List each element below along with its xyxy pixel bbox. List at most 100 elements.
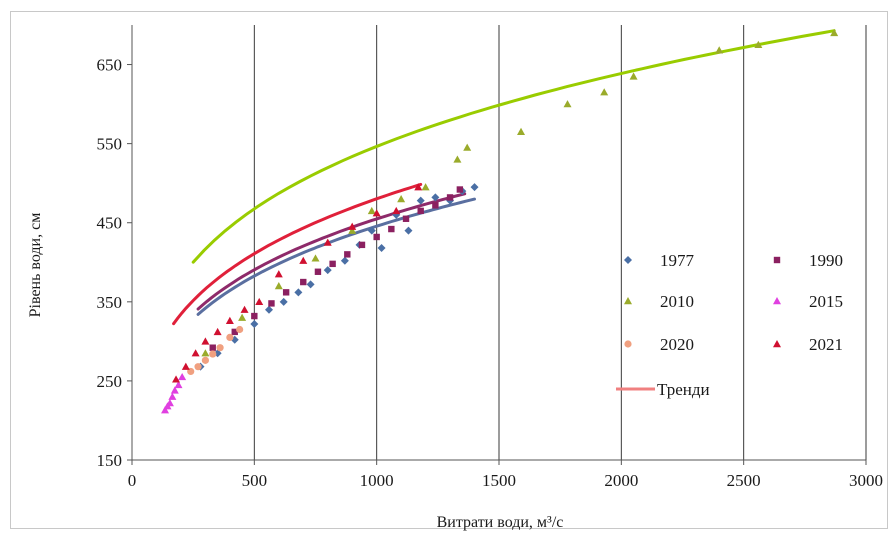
grid-lines: [253, 25, 867, 460]
data-point-1990: [329, 260, 336, 268]
data-point-1990: [432, 202, 439, 209]
data-point-2010: [715, 46, 724, 54]
x-axis-label: Витрати води, м³/с: [437, 514, 564, 531]
data-point-2010: [421, 183, 430, 191]
trend-lines: [172, 29, 836, 326]
y-tick-label: 450: [97, 214, 123, 233]
data-point-2020: [194, 363, 202, 371]
data-point-2021: [201, 337, 210, 345]
y-tick-label: 350: [97, 293, 123, 312]
data-point-2010: [629, 72, 638, 80]
x-tick-label: 2500: [727, 471, 761, 490]
data-point-2021: [392, 206, 401, 215]
data-point-1977: [367, 226, 376, 235]
data-point-1990: [358, 241, 366, 249]
data-point-2010: [367, 206, 376, 215]
data-point-2010: [201, 349, 210, 357]
data-point-1977: [431, 193, 440, 202]
data-point-1990: [402, 215, 410, 222]
data-point-2015: [165, 399, 174, 407]
y-tick-label: 150: [97, 451, 123, 470]
data-point-2020: [216, 344, 224, 352]
legend-marker-2015: [773, 297, 781, 305]
data-point-2010: [517, 127, 526, 135]
data-point-1990: [209, 344, 216, 351]
data-point-1977: [265, 305, 274, 314]
data-point-1977: [306, 280, 315, 289]
data-point-1990: [373, 233, 380, 241]
data-point-1977: [377, 244, 386, 253]
data-point-1977: [279, 297, 288, 306]
data-point-1977: [294, 288, 303, 297]
data-point-2021: [172, 375, 181, 383]
data-point-2010: [463, 143, 472, 151]
data-point-2010: [830, 28, 839, 37]
trend-line-2010: [191, 29, 836, 264]
y-tick-label: 550: [97, 135, 123, 154]
data-point-2020: [226, 333, 234, 342]
legend-label-2015: 2015: [809, 292, 843, 311]
data-point-2010: [274, 282, 283, 290]
data-point-2015: [170, 386, 179, 394]
legend: 1977 1990 2010 2015 2020 2021 Тренди: [616, 251, 843, 399]
data-point-2021: [191, 349, 200, 357]
data-point-1990: [251, 312, 258, 320]
data-point-1990: [456, 186, 464, 193]
y-tick-label: 250: [97, 372, 123, 391]
data-point-2020: [236, 325, 244, 334]
data-point-1977: [470, 183, 479, 192]
data-point-2010: [238, 313, 247, 321]
data-point-2010: [348, 226, 357, 234]
y-tick-label: 650: [97, 56, 123, 75]
data-point-2015: [168, 392, 177, 400]
data-point-2021: [181, 362, 190, 370]
data-point-2010: [453, 155, 462, 163]
y-axis-label: Рівень води, см: [27, 213, 44, 318]
legend-marker-2021: [773, 340, 781, 348]
data-point-1977: [416, 196, 425, 205]
data-point-2021: [240, 305, 249, 313]
data-point-2021: [274, 270, 283, 278]
data-point-2021: [213, 327, 222, 336]
data-point-2021: [414, 183, 423, 191]
legend-marker-2020: [624, 340, 632, 348]
trend-line-1990: [196, 192, 467, 311]
axes: 0 500 1000 1500 2000 2500 3000 150 250 350 450 550 6…: [97, 25, 883, 490]
data-point-1977: [250, 319, 259, 328]
legend-marker-1977: [624, 256, 632, 264]
data-point-2010: [397, 195, 406, 203]
data-point-1990: [268, 300, 275, 307]
data-points: [161, 28, 839, 414]
data-point-1990: [446, 194, 454, 201]
data-point-2010: [563, 100, 572, 108]
legend-label-2020: 2020: [660, 335, 694, 354]
data-point-2015: [161, 406, 170, 414]
data-point-2021: [255, 297, 264, 306]
data-point-2021: [372, 209, 381, 217]
data-point-1990: [231, 328, 238, 336]
data-point-1977: [340, 256, 349, 265]
trend-line-1977: [196, 197, 476, 316]
chart-frame: [10, 11, 888, 529]
data-point-2021: [299, 256, 308, 264]
legend-label-2021: 2021: [809, 335, 843, 354]
x-tick-label: 0: [128, 471, 137, 490]
data-point-1990: [282, 289, 290, 296]
x-tick-label: 3000: [849, 471, 883, 490]
data-point-2021: [225, 316, 234, 324]
x-tick-label: 1000: [360, 471, 394, 490]
data-point-1977: [323, 266, 332, 275]
data-point-1990: [388, 225, 395, 233]
data-point-2021: [348, 222, 357, 230]
data-point-2020: [209, 350, 217, 358]
trend-line-2021: [172, 182, 423, 326]
data-point-2015: [174, 380, 183, 389]
legend-label-1977: 1977: [660, 251, 695, 270]
data-point-2010: [600, 88, 609, 96]
x-tick-label: 2000: [604, 471, 638, 490]
legend-marker-1990: [773, 256, 781, 264]
legend-label-2010: 2010: [660, 292, 694, 311]
legend-trend-label: Тренди: [657, 380, 710, 399]
data-point-2010: [311, 254, 320, 262]
